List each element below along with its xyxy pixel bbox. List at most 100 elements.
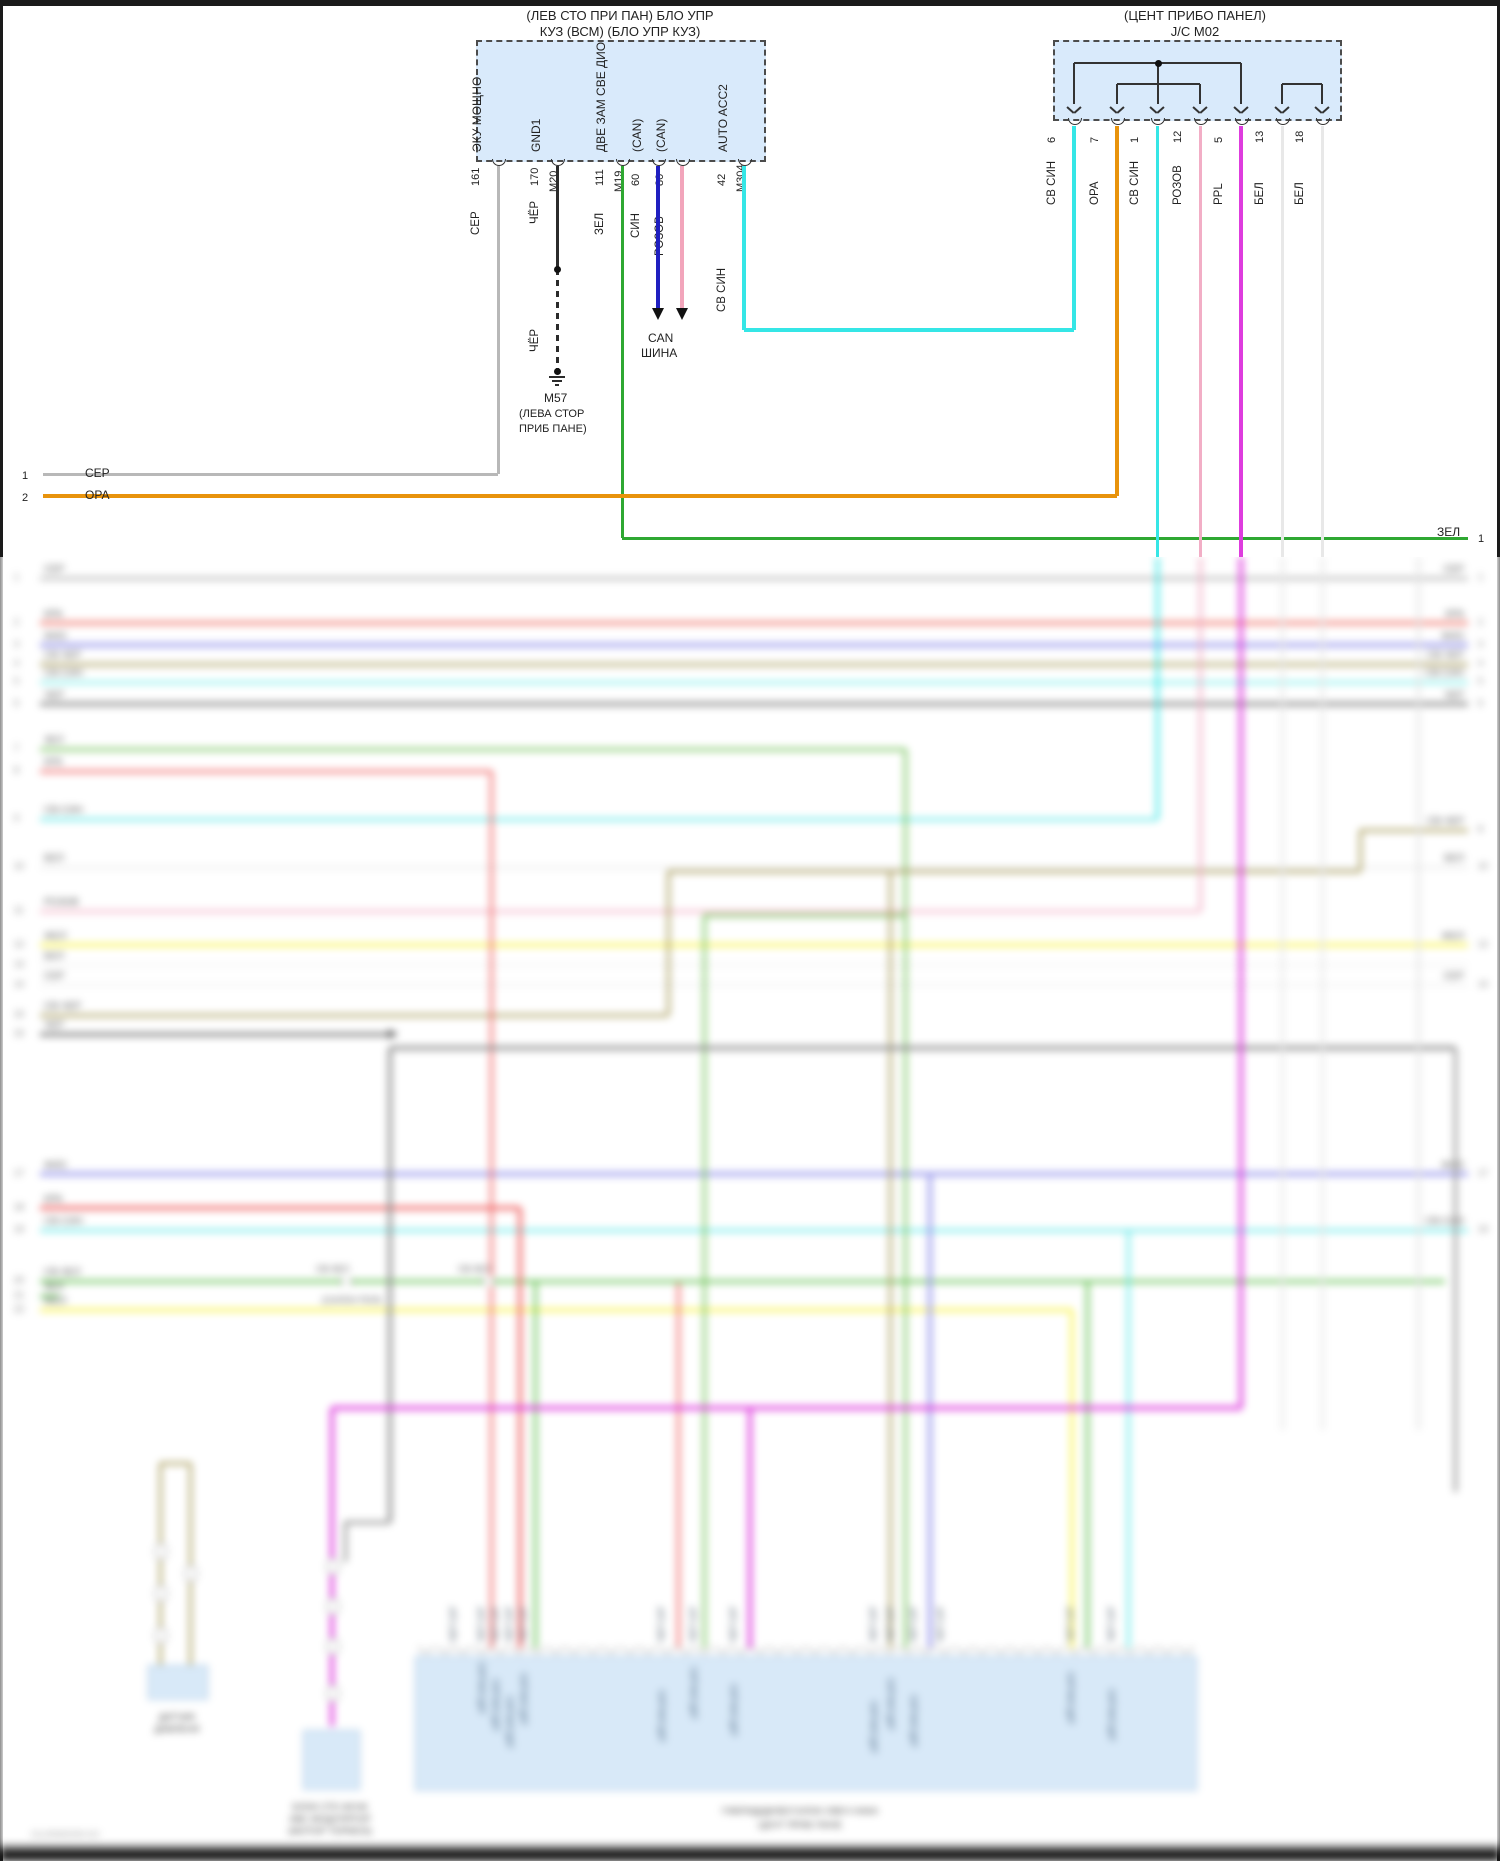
blur-edge-number-left: 2: [14, 617, 20, 627]
junction-dot: [1154, 59, 1162, 67]
blur-wire: [158, 1463, 162, 1665]
blur-wire-label-right: СЕР: [1443, 971, 1464, 982]
blur-entry-label: ЧЕР СИГ: [656, 1605, 666, 1642]
blur-entry-label: ЧЕР СИГ: [728, 1605, 738, 1642]
blur-edge-number-left: 21: [14, 1290, 25, 1300]
bus-arrow-icon: [1234, 106, 1248, 115]
blur-wire: [888, 871, 892, 1648]
left-block-pin-label: GND1: [529, 118, 543, 152]
blur-wire-label-right: СВ-ЧЕР: [1426, 650, 1464, 661]
pin-bracket: [652, 159, 666, 166]
block-pin-tick: [808, 1646, 823, 1653]
blur-wire: [704, 913, 905, 917]
block-pin-tick: [604, 1646, 619, 1653]
block-pin-tick: [1179, 1646, 1193, 1653]
wire-color-label: СЕР: [470, 211, 482, 235]
blur-wire-label-right: СВ-ЧЕР: [1426, 816, 1464, 827]
blur-edge-number-left: 4: [14, 658, 20, 668]
blur-wire: [188, 1463, 192, 1665]
splice-connector-icon: [155, 1585, 167, 1602]
ground-bars: [549, 376, 565, 378]
bus-segment: [1321, 84, 1323, 104]
wire-zel: [620, 166, 624, 538]
blur-wire: [40, 963, 1468, 967]
block-pin-tick: [752, 1646, 767, 1653]
junction-dot: [553, 367, 561, 375]
blur-wire: [1085, 1281, 1089, 1648]
blur-wire: [40, 1294, 60, 1298]
diagram-label: ОРА: [85, 488, 110, 502]
ground-bars: [555, 384, 559, 386]
pin-number: 60: [630, 173, 642, 186]
wire-rozov: [680, 166, 684, 308]
pin-bracket: [1194, 118, 1208, 125]
block-pin-tick: [678, 1646, 693, 1653]
blur-wire: [1126, 1230, 1130, 1648]
bus-segment: [1282, 83, 1322, 85]
block-pin-tick: [1067, 1646, 1082, 1653]
blur-wire-label-left: ЧЕР: [44, 1020, 65, 1031]
pin-bracket: [1068, 118, 1082, 125]
blur-wire-label-left: СВ-СИН: [44, 1216, 83, 1227]
blur-wire: [40, 769, 491, 773]
blur-edge-number-right: 8: [1478, 824, 1484, 834]
pin-number: 1: [1129, 136, 1141, 143]
blur-edge-number-left: 20: [14, 1275, 25, 1285]
wire-sin: [656, 166, 660, 308]
bus-segment: [1073, 63, 1075, 104]
blur-wire: [40, 1206, 520, 1210]
block-pin-tick: [1104, 1646, 1119, 1653]
inline-connector-gap: [341, 1276, 352, 1286]
block-pin-tick: [771, 1646, 786, 1653]
blur-inner-label: СИГНАЛ ДАТ: [657, 1690, 667, 1743]
blur-edge-number-left: 5: [14, 676, 20, 686]
blur-wire: [676, 1283, 680, 1648]
block-pin-tick: [900, 1646, 915, 1653]
blur-wire: [1239, 557, 1243, 1408]
block-pin-tick: [956, 1646, 971, 1653]
pin-bracket: [1316, 118, 1330, 125]
blur-entry-label: ЧЕР СИГ: [885, 1605, 895, 1642]
blur-wire-label-left: ЖЕЛ: [44, 931, 67, 942]
blur-wire: [1155, 557, 1159, 819]
blur-wire: [1280, 557, 1284, 1430]
blur-wire-label-left: ФИО: [44, 631, 67, 642]
blur-edge-number-right: 12: [1478, 939, 1489, 949]
blur-entry-label: ЧЕР СИГ: [688, 1605, 698, 1642]
diagram-label: ЗЕЛ: [1437, 525, 1461, 539]
blur-wire-label-left: ЗЕЛ: [44, 735, 64, 746]
wire-chyor-dash: [555, 269, 559, 371]
blur-wire: [40, 621, 1468, 625]
block-pin-tick: [456, 1646, 471, 1653]
blur-entry-label: ЧЕР СИГ: [476, 1605, 486, 1642]
blur-wire: [40, 817, 1157, 821]
blur-inner-label: СИГНАЛ ДАТ: [505, 1696, 515, 1749]
block-pin-tick: [919, 1646, 934, 1653]
blur-edge-number-right: 14: [1478, 979, 1489, 989]
splice-connector-icon: [155, 1543, 167, 1560]
pin-number: 12: [1172, 130, 1184, 143]
wire-color-label: СВ СИН: [1046, 160, 1058, 205]
splice-connector-icon: [155, 1627, 167, 1644]
blur-edge-number-left: 22: [14, 1304, 25, 1314]
block-pin-tick: [938, 1646, 953, 1653]
blur-edge-number-left: 7: [14, 743, 20, 753]
blur-wire: [40, 747, 905, 751]
bus-segment: [1240, 63, 1242, 104]
wire-color-label: ЗЕЛ: [594, 212, 606, 235]
blur-inline-label: (САЛОН ПОЛ): [322, 1295, 382, 1305]
blur-edge-number-right: 6: [1478, 698, 1484, 708]
blur-edge-number-left: 12: [14, 939, 25, 949]
blur-edge-number-left: 13: [14, 959, 25, 969]
blur-wire-label-right: СВ-СИН: [1425, 1216, 1464, 1227]
blur-wire-label-left: СЕР: [44, 971, 65, 982]
bus-arrow-icon: [1110, 106, 1124, 115]
block-pin-tick: [1012, 1646, 1027, 1653]
pin-number: 161: [470, 167, 482, 186]
blur-wire: [345, 1520, 390, 1524]
bus-segment: [1157, 63, 1159, 104]
blur-wire: [1320, 557, 1324, 1430]
pin-bracket: [1151, 118, 1165, 125]
block-pin-tick: [511, 1646, 526, 1653]
wire-color-label: ЧЁР: [529, 328, 541, 352]
